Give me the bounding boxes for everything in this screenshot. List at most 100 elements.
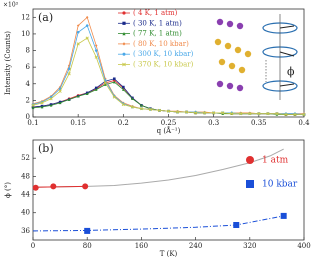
y-axis-label: ϕ (°) [4,182,12,198]
marker [31,103,35,106]
x-tick-label: 160 [135,242,148,250]
marker [76,42,80,46]
marker [148,107,153,112]
marker [58,89,62,93]
marker [230,111,234,115]
marker [49,95,53,99]
marker [302,112,306,117]
y-tick-label: 4 [26,80,31,88]
marker [113,94,116,98]
x-tick-label: 0.35 [251,119,267,127]
y-tick-label: 40 [21,209,30,217]
marker [103,83,107,86]
marker [94,49,98,52]
marker [122,102,125,106]
x-tick-label: 0.4 [298,119,310,127]
marker [122,32,126,36]
marker [122,21,126,25]
x-tick-label: 0 [31,242,35,250]
marker [103,79,107,82]
marker [139,107,144,111]
marker [58,87,62,91]
marker [248,112,252,116]
marker [67,72,71,76]
guide-line [32,215,284,232]
legend-label: ( 300 K, 10 kbar) [133,50,194,58]
marker [76,24,80,27]
marker [122,62,126,67]
marker [131,97,134,101]
marker [85,36,89,40]
marker [31,103,35,107]
x-tick-label: 0.15 [70,119,86,127]
marker [175,110,180,114]
marker [76,30,80,34]
marker [31,106,35,110]
x-tick-label: 0.25 [161,119,177,127]
marker [266,112,270,116]
marker [122,11,126,15]
marker [284,112,288,117]
marker [221,111,225,115]
y-tick-label: 48 [21,172,30,180]
marker [193,111,198,115]
legend-label: ( 77 K, 1 atm) [133,30,182,38]
marker [103,81,107,85]
marker [284,112,288,115]
inset-structure [214,14,298,100]
marker [67,98,71,101]
y-tick-label: 12 [21,13,30,21]
legend-label: ( 80 K, 10 kbar) [133,40,189,48]
marker [194,110,197,114]
marker [257,112,261,116]
marker [76,94,80,98]
legend-label: ( 4 K, 1 atm) [133,9,178,17]
marker [58,101,62,105]
marker [130,105,134,109]
marker [32,184,39,191]
marker [85,16,89,19]
y-axis-label: Intensity (Counts) [4,31,12,95]
x-tick-label: 400 [297,242,310,250]
marker [122,52,126,56]
marker [233,222,240,228]
legend-label: 1 atm [262,156,289,166]
marker [140,104,143,107]
y-tick-label: 44 [21,191,30,199]
marker [121,102,125,107]
marker [50,183,57,190]
x-tick-label: 0.2 [118,119,129,127]
marker [122,42,126,46]
marker [85,24,89,27]
x-tick-label: 240 [189,242,202,250]
marker [230,112,234,116]
marker [94,44,98,47]
marker [275,112,279,116]
guide-line [32,148,284,188]
y-tick-label: 8 [26,47,30,55]
marker [203,111,207,115]
marker [49,97,53,101]
marker [94,86,98,90]
legend-label: 10 kbar [262,180,298,190]
marker [67,67,71,71]
y-tick-label: 2 [26,96,30,104]
marker [85,92,89,96]
marker [166,109,171,113]
marker [49,104,53,107]
marker [157,108,162,112]
legend-label: ( 30 K, 1 atm) [133,19,182,27]
x-tick-label: 320 [243,242,256,250]
panel-label: (a) [38,11,53,24]
legend-label: ( 370 K, 10 kbar) [133,61,194,69]
marker [246,180,254,188]
plot-frame [32,139,305,241]
x-tick-label: 0.3 [208,119,219,127]
marker [280,212,287,219]
y-tick-label: 6 [26,63,31,71]
marker [122,85,125,89]
y-multiplier: ×10³ [3,2,19,9]
marker [113,80,116,84]
marker [82,183,89,190]
